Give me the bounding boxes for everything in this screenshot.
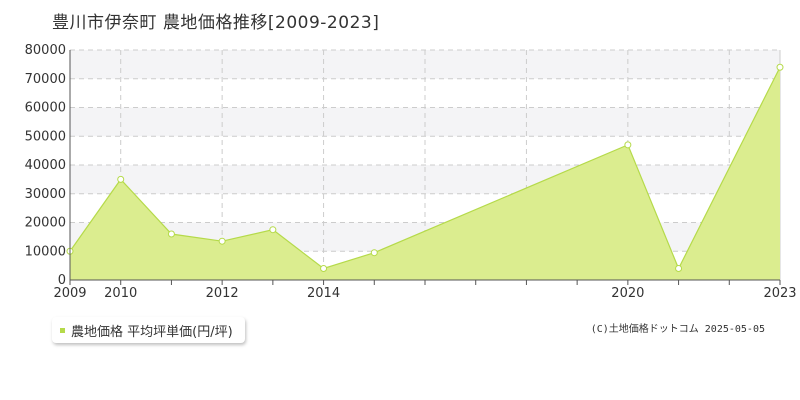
area-fill bbox=[70, 67, 780, 280]
data-markers bbox=[66, 63, 784, 272]
y-tick-label: 60000 bbox=[25, 101, 66, 116]
y-tick-label: 40000 bbox=[25, 158, 66, 173]
y-tick-label: 30000 bbox=[25, 187, 66, 202]
y-tick-label: 20000 bbox=[25, 216, 66, 231]
y-tick-label: 0 bbox=[58, 273, 66, 288]
data-point bbox=[320, 265, 328, 272]
data-point bbox=[776, 63, 784, 71]
legend-label: 農地価格 平均坪単価(円/坪) bbox=[71, 324, 233, 340]
y-tick-label: 10000 bbox=[25, 244, 66, 259]
series-line bbox=[69, 66, 781, 270]
y-tick-label: 50000 bbox=[25, 129, 66, 144]
x-tick-label: 2014 bbox=[307, 286, 340, 301]
axes bbox=[69, 50, 781, 285]
data-point bbox=[218, 237, 226, 245]
x-tick-label: 2012 bbox=[206, 286, 239, 301]
chart-title: 豊川市伊奈町 農地価格推移[2009-2023] bbox=[52, 13, 380, 33]
x-tick-label: 2023 bbox=[763, 286, 796, 301]
data-point bbox=[370, 249, 378, 257]
data-point bbox=[117, 175, 125, 183]
x-axis-tick-labels: 2009 2010 2012 2014 2020 2023 bbox=[53, 286, 796, 301]
data-point bbox=[675, 265, 683, 272]
data-point bbox=[624, 141, 632, 149]
data-point bbox=[167, 230, 175, 238]
copyright-text: (C)土地価格ドットコム 2025-05-05 bbox=[590, 324, 765, 335]
legend-swatch bbox=[60, 327, 65, 333]
y-tick-label: 70000 bbox=[25, 72, 66, 87]
x-tick-label: 2010 bbox=[104, 286, 137, 301]
y-tick-label: 80000 bbox=[25, 43, 66, 58]
x-tick-label: 2020 bbox=[611, 286, 644, 301]
y-axis-tick-labels: 0 10000 20000 30000 40000 50000 60000 70000 8000… bbox=[25, 43, 66, 288]
area-series bbox=[69, 66, 781, 280]
data-point bbox=[269, 226, 277, 234]
x-tick-label: 2009 bbox=[53, 286, 86, 301]
legend: 農地価格 平均坪単価(円/坪) bbox=[52, 317, 245, 343]
